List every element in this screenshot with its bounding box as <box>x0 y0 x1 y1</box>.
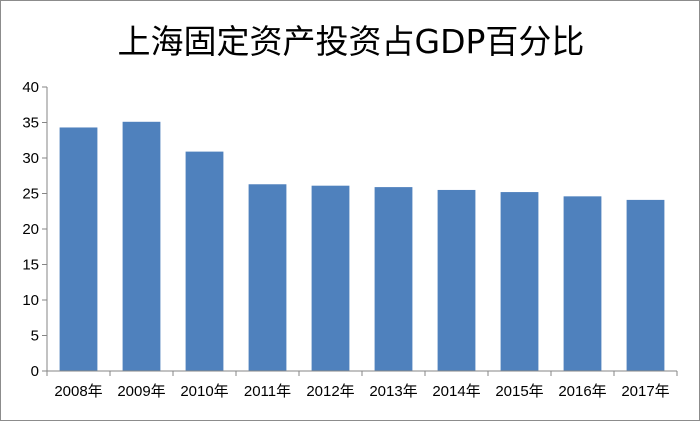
x-tick-label: 2012年 <box>306 383 354 400</box>
x-tick-label: 2010年 <box>180 383 228 400</box>
bar-2008年 <box>59 127 98 371</box>
chart-title: 上海固定资产投资占GDP百分比 <box>117 22 585 61</box>
x-tick-label: 2008年 <box>54 383 102 400</box>
axes <box>46 87 678 376</box>
y-tick-label: 30 <box>22 150 39 167</box>
bar-series <box>59 121 665 371</box>
x-tick-label: 2013年 <box>369 383 417 400</box>
x-tick-label: 2009年 <box>117 383 165 400</box>
y-tick-label: 25 <box>22 186 39 203</box>
y-tick-label: 20 <box>22 221 39 238</box>
bar-2012年 <box>311 185 350 371</box>
bar-2014年 <box>437 189 476 371</box>
x-tick-label: 2017年 <box>621 383 669 400</box>
y-tick-label: 35 <box>22 115 39 132</box>
bar-2011年 <box>248 184 287 371</box>
y-tick-label: 10 <box>22 292 39 309</box>
y-tick-label: 40 <box>22 79 39 96</box>
x-tick-label: 2015年 <box>495 383 543 400</box>
x-tick-label: 2016年 <box>558 383 606 400</box>
bar-2017年 <box>626 199 665 371</box>
bar-2010年 <box>185 151 224 371</box>
x-tick-label: 2014年 <box>432 383 480 400</box>
y-tick-label: 5 <box>31 328 39 345</box>
x-axis-labels: 2008年 2009年 2010年 2011年 2012年 2013年 2014年 2015年… <box>54 383 669 400</box>
y-tick-label: 0 <box>31 363 39 380</box>
bar-2013年 <box>374 187 413 371</box>
y-axis-ticks: 0 5 10 15 20 25 30 35 40 <box>22 79 47 380</box>
y-tick-label: 15 <box>22 257 39 274</box>
bar-2016年 <box>563 196 602 371</box>
bar-2015年 <box>500 192 539 371</box>
bar-2009年 <box>122 121 161 371</box>
x-tick-label: 2011年 <box>244 383 291 400</box>
